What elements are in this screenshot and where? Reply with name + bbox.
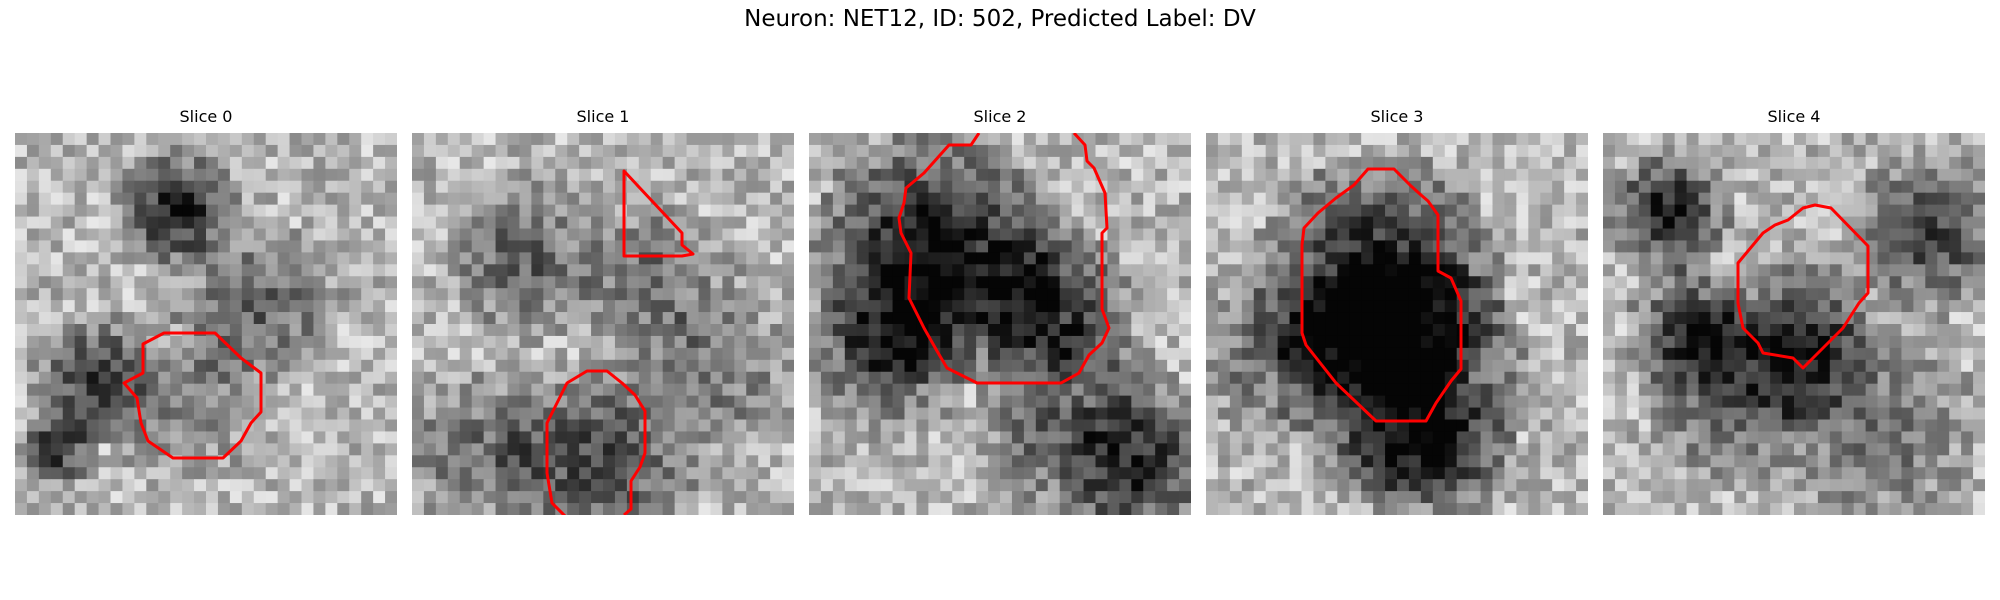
slice-title-0: Slice 0 <box>179 107 233 126</box>
slice-title-2: Slice 2 <box>973 107 1027 126</box>
contour-outline <box>1736 203 1870 370</box>
slice-panel-4: Slice 4 <box>1603 107 1985 515</box>
contour-outline <box>545 369 647 515</box>
slice-panel-0: Slice 0 <box>15 107 397 515</box>
slice-title-3: Slice 3 <box>1370 107 1424 126</box>
slice-image-3 <box>1206 133 1588 515</box>
slice-image-2 <box>809 133 1191 515</box>
slice-title-4: Slice 4 <box>1767 107 1821 126</box>
slice-panel-1: Slice 1 <box>412 107 794 515</box>
contour-outline <box>122 331 263 460</box>
slice-title-1: Slice 1 <box>576 107 630 126</box>
figure-title: Neuron: NET12, ID: 502, Predicted Label:… <box>744 6 1256 32</box>
slice-image-1 <box>412 133 794 515</box>
slice-image-0 <box>15 133 397 515</box>
contour-outline <box>1300 167 1463 423</box>
contour-outline <box>897 133 1111 385</box>
contour-outline <box>622 169 695 258</box>
slice-panel-2: Slice 2 <box>809 107 1191 515</box>
slice-image-4 <box>1603 133 1985 515</box>
slice-panel-3: Slice 3 <box>1206 107 1588 515</box>
